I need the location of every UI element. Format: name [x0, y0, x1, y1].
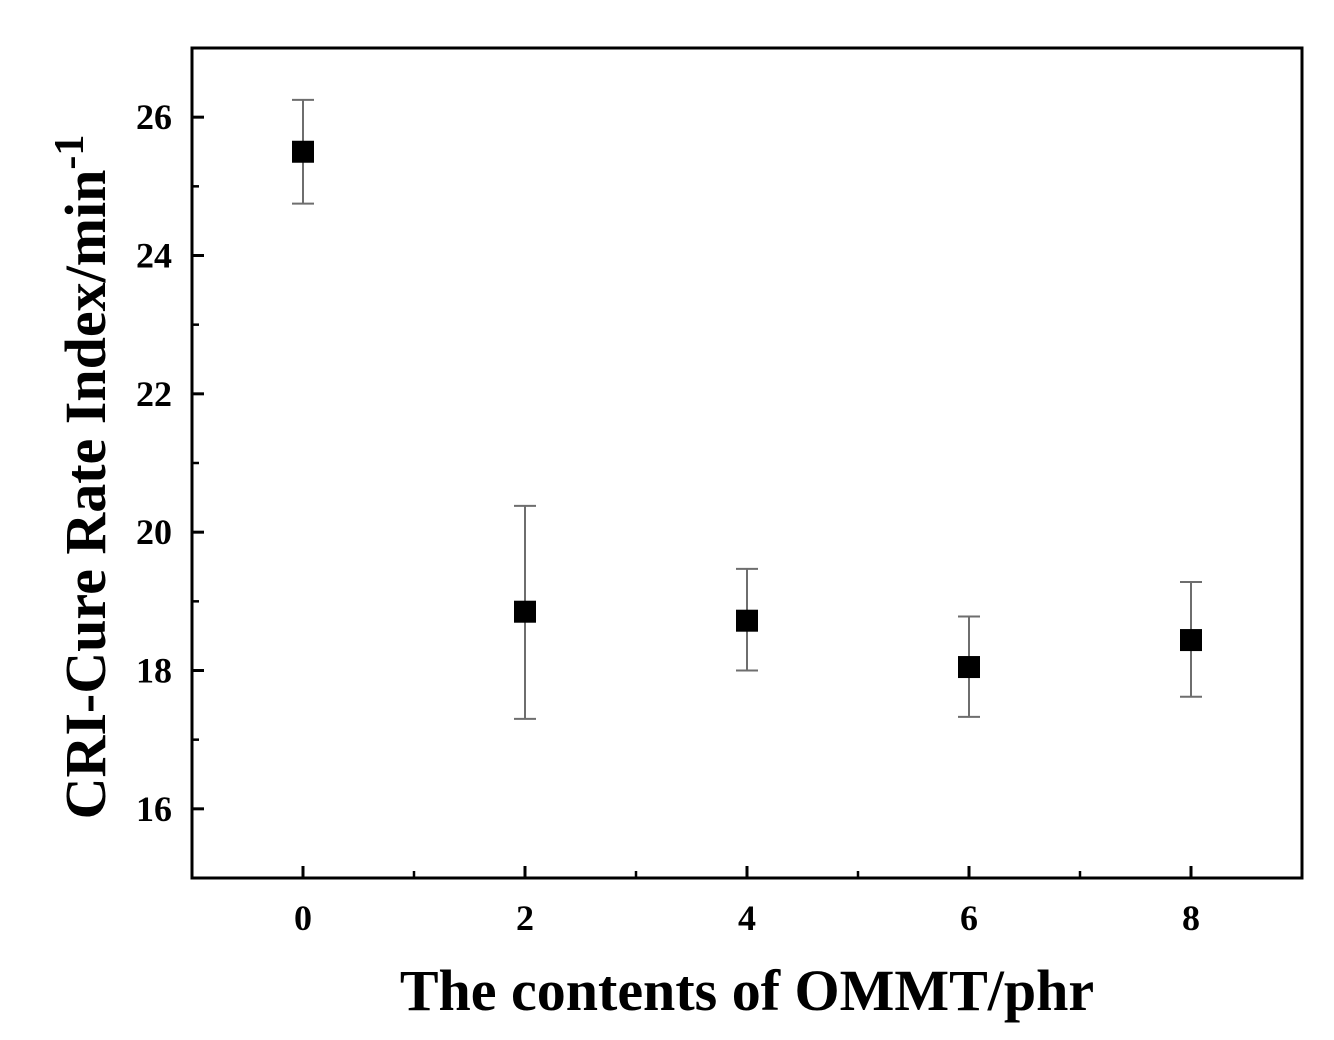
data-marker: [1180, 629, 1202, 652]
x-tick-label: 2: [516, 898, 534, 938]
y-axis-title: CRI-Cure Rate Index/min-1: [47, 135, 118, 820]
x-tick-label: 6: [960, 898, 978, 938]
y-tick-label: 22: [136, 374, 172, 414]
x-tick-label: 4: [738, 898, 756, 938]
y-tick-label: 16: [136, 789, 172, 829]
x-tick-label: 0: [294, 898, 312, 938]
y-tick-label: 26: [136, 97, 172, 137]
y-tick-label: 18: [136, 651, 172, 691]
y-tick-label: 24: [136, 236, 172, 276]
data-marker: [514, 600, 536, 623]
data-markers: [292, 140, 1202, 679]
y-major-ticks: 16 18 20 22 24 26: [136, 97, 204, 829]
x-tick-label: 8: [1182, 898, 1200, 938]
y-axis-title-superscript: -1: [47, 135, 93, 170]
y-tick-label: 20: [136, 512, 172, 552]
plot-frame: [190, 46, 1304, 880]
y-axis-title-main: CRI-Cure Rate Index/min: [53, 170, 118, 820]
x-major-ticks: 0 2 4 6 8: [294, 866, 1200, 938]
data-marker: [958, 656, 980, 679]
data-marker: [292, 140, 314, 163]
x-axis-title: The contents of OMMT/phr: [400, 958, 1094, 1023]
data-marker: [736, 609, 758, 632]
